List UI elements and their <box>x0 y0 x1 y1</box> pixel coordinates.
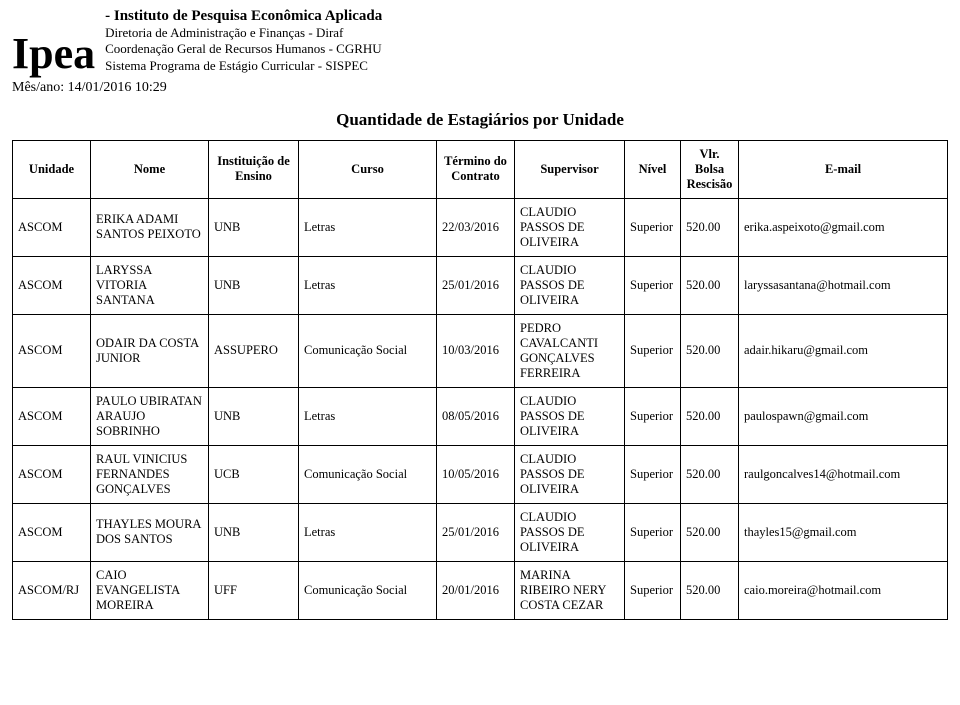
cell-curso: Comunicação Social <box>299 561 437 619</box>
cell-nome: ERIKA ADAMI SANTOS PEIXOTO <box>91 198 209 256</box>
cell-inst: UNB <box>209 256 299 314</box>
cell-nome: CAIO EVANGELISTA MOREIRA <box>91 561 209 619</box>
cell-termino: 22/03/2016 <box>437 198 515 256</box>
cell-termino: 25/01/2016 <box>437 503 515 561</box>
table-row: ASCOM/RJCAIO EVANGELISTA MOREIRAUFFComun… <box>13 561 948 619</box>
cell-email: paulospawn@gmail.com <box>739 387 948 445</box>
col-nivel: Nível <box>625 140 681 198</box>
cell-termino: 08/05/2016 <box>437 387 515 445</box>
cell-bolsa: 520.00 <box>681 503 739 561</box>
cell-inst: UNB <box>209 198 299 256</box>
org-name: - Instituto de Pesquisa Econômica Aplica… <box>105 8 382 25</box>
org-line-4: Sistema Programa de Estágio Curricular -… <box>105 58 382 74</box>
logo-text: Ipea <box>12 32 95 76</box>
cell-termino: 25/01/2016 <box>437 256 515 314</box>
data-table: Unidade Nome Instituição de Ensino Curso… <box>12 140 948 620</box>
cell-nivel: Superior <box>625 314 681 387</box>
cell-email: raulgoncalves14@hotmail.com <box>739 445 948 503</box>
cell-email: caio.moreira@hotmail.com <box>739 561 948 619</box>
cell-bolsa: 520.00 <box>681 256 739 314</box>
cell-curso: Letras <box>299 387 437 445</box>
col-supervisor: Supervisor <box>515 140 625 198</box>
table-row: ASCOMTHAYLES MOURA DOS SANTOSUNBLetras25… <box>13 503 948 561</box>
cell-nome: ODAIR DA COSTA JUNIOR <box>91 314 209 387</box>
report-title: Quantidade de Estagiários por Unidade <box>12 110 948 130</box>
cell-supervisor: CLAUDIO PASSOS DE OLIVEIRA <box>515 503 625 561</box>
cell-nivel: Superior <box>625 445 681 503</box>
cell-supervisor: CLAUDIO PASSOS DE OLIVEIRA <box>515 387 625 445</box>
cell-unidade: ASCOM <box>13 314 91 387</box>
cell-nome: LARYSSA VITORIA SANTANA <box>91 256 209 314</box>
table-row: ASCOMLARYSSA VITORIA SANTANAUNBLetras25/… <box>13 256 948 314</box>
header-row: Unidade Nome Instituição de Ensino Curso… <box>13 140 948 198</box>
cell-nivel: Superior <box>625 561 681 619</box>
table-body: ASCOMERIKA ADAMI SANTOS PEIXOTOUNBLetras… <box>13 198 948 619</box>
cell-inst: UNB <box>209 503 299 561</box>
cell-bolsa: 520.00 <box>681 314 739 387</box>
cell-termino: 10/03/2016 <box>437 314 515 387</box>
cell-unidade: ASCOM <box>13 503 91 561</box>
table-row: ASCOMERIKA ADAMI SANTOS PEIXOTOUNBLetras… <box>13 198 948 256</box>
cell-email: adair.hikaru@gmail.com <box>739 314 948 387</box>
col-inst: Instituição de Ensino <box>209 140 299 198</box>
cell-unidade: ASCOM/RJ <box>13 561 91 619</box>
org-line-3: Coordenação Geral de Recursos Humanos - … <box>105 41 382 57</box>
col-bolsa: Vlr. Bolsa Rescisão <box>681 140 739 198</box>
cell-nivel: Superior <box>625 387 681 445</box>
cell-inst: UCB <box>209 445 299 503</box>
report-timestamp: Mês/ano: 14/01/2016 10:29 <box>12 80 948 96</box>
cell-bolsa: 520.00 <box>681 561 739 619</box>
cell-inst: UNB <box>209 387 299 445</box>
cell-inst: UFF <box>209 561 299 619</box>
cell-supervisor: PEDRO CAVALCANTI GONÇALVES FERREIRA <box>515 314 625 387</box>
cell-supervisor: MARINA RIBEIRO NERY COSTA CEZAR <box>515 561 625 619</box>
cell-inst: ASSUPERO <box>209 314 299 387</box>
col-email: E-mail <box>739 140 948 198</box>
cell-supervisor: CLAUDIO PASSOS DE OLIVEIRA <box>515 445 625 503</box>
cell-curso: Comunicação Social <box>299 445 437 503</box>
cell-termino: 10/05/2016 <box>437 445 515 503</box>
cell-nivel: Superior <box>625 503 681 561</box>
cell-curso: Letras <box>299 256 437 314</box>
cell-curso: Letras <box>299 198 437 256</box>
cell-nome: PAULO UBIRATAN ARAUJO SOBRINHO <box>91 387 209 445</box>
col-termino: Término do Contrato <box>437 140 515 198</box>
cell-bolsa: 520.00 <box>681 198 739 256</box>
cell-nivel: Superior <box>625 256 681 314</box>
org-lines: - Instituto de Pesquisa Econômica Aplica… <box>105 8 382 76</box>
logo-line: Ipea - Instituto de Pesquisa Econômica A… <box>12 8 948 76</box>
col-curso: Curso <box>299 140 437 198</box>
cell-email: laryssasantana@hotmail.com <box>739 256 948 314</box>
org-line-2: Diretoria de Administração e Finanças - … <box>105 25 382 41</box>
cell-curso: Comunicação Social <box>299 314 437 387</box>
cell-supervisor: CLAUDIO PASSOS DE OLIVEIRA <box>515 256 625 314</box>
cell-termino: 20/01/2016 <box>437 561 515 619</box>
table-row: ASCOMRAUL VINICIUS FERNANDES GONÇALVESUC… <box>13 445 948 503</box>
cell-unidade: ASCOM <box>13 387 91 445</box>
cell-unidade: ASCOM <box>13 198 91 256</box>
cell-curso: Letras <box>299 503 437 561</box>
cell-bolsa: 520.00 <box>681 387 739 445</box>
cell-supervisor: CLAUDIO PASSOS DE OLIVEIRA <box>515 198 625 256</box>
cell-unidade: ASCOM <box>13 445 91 503</box>
col-unidade: Unidade <box>13 140 91 198</box>
table-head: Unidade Nome Instituição de Ensino Curso… <box>13 140 948 198</box>
cell-email: thayles15@gmail.com <box>739 503 948 561</box>
cell-nome: THAYLES MOURA DOS SANTOS <box>91 503 209 561</box>
cell-unidade: ASCOM <box>13 256 91 314</box>
cell-nivel: Superior <box>625 198 681 256</box>
cell-nome: RAUL VINICIUS FERNANDES GONÇALVES <box>91 445 209 503</box>
table-row: ASCOMPAULO UBIRATAN ARAUJO SOBRINHOUNBLe… <box>13 387 948 445</box>
cell-bolsa: 520.00 <box>681 445 739 503</box>
col-nome: Nome <box>91 140 209 198</box>
table-row: ASCOMODAIR DA COSTA JUNIORASSUPEROComuni… <box>13 314 948 387</box>
report-header: Ipea - Instituto de Pesquisa Econômica A… <box>12 8 948 96</box>
cell-email: erika.aspeixoto@gmail.com <box>739 198 948 256</box>
